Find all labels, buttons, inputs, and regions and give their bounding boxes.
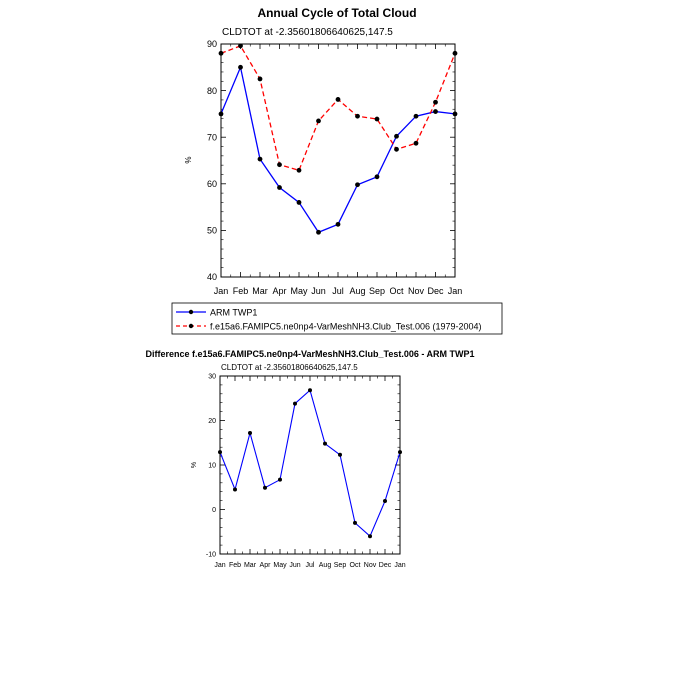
- data-point: [353, 520, 357, 525]
- y-axis-label: %: [191, 462, 198, 468]
- legend-marker-model: [188, 323, 194, 329]
- data-point: [335, 97, 341, 102]
- data-point: [374, 116, 380, 122]
- data-point: [323, 441, 327, 446]
- difference-chart: Difference f.e15a6.FAMIPC5.ne0np4-VarMes…: [145, 349, 474, 569]
- data-point: [296, 167, 302, 173]
- data-point: [452, 111, 458, 117]
- data-point: [452, 50, 458, 56]
- data-point: [238, 64, 243, 70]
- x-tick-label: Feb: [233, 286, 249, 296]
- chart-title: Annual Cycle of Total Cloud: [257, 6, 416, 20]
- series-line-0: [219, 389, 401, 538]
- data-point: [335, 221, 341, 227]
- y-tick-label: 70: [207, 132, 217, 142]
- x-tick-label: Jan: [394, 562, 405, 569]
- data-point: [413, 140, 419, 146]
- data-point: [257, 156, 263, 162]
- x-tick-label: Oct: [350, 562, 361, 569]
- plot-frame: [219, 375, 401, 555]
- plot-frame: [220, 43, 456, 278]
- y-tick-label: 90: [207, 39, 217, 49]
- y-tick-label: 80: [207, 86, 217, 96]
- y-tick-label: 10: [208, 462, 216, 469]
- x-tick-label: Jul: [332, 286, 344, 296]
- y-tick-label: 40: [207, 272, 217, 282]
- data-point: [433, 109, 438, 114]
- data-point: [218, 450, 222, 455]
- x-tick-label: Sep: [369, 286, 385, 296]
- data-point: [263, 485, 267, 490]
- x-tick-label: Dec: [427, 286, 444, 296]
- data-point: [398, 450, 402, 455]
- x-tick-label: Nov: [408, 286, 425, 296]
- x-tick-label: Mar: [244, 562, 257, 569]
- legend-label-model: f.e15a6.FAMIPC5.ne0np4-VarMeshNH3.Club_T…: [210, 322, 482, 332]
- legend: ARM TWP1 f.e15a6.FAMIPC5.ne0np4-VarMeshN…: [171, 302, 503, 335]
- data-point: [394, 133, 399, 139]
- y-tick-label: -10: [206, 551, 216, 558]
- data-point: [394, 146, 399, 152]
- data-point: [308, 388, 312, 393]
- data-point: [218, 50, 224, 56]
- data-point: [316, 118, 321, 124]
- x-tick-label: Jan: [214, 562, 225, 569]
- data-point: [368, 534, 372, 539]
- data-point: [355, 113, 360, 119]
- x-tick-label: Oct: [389, 286, 404, 296]
- data-point: [293, 401, 297, 406]
- y-tick-label: 60: [207, 179, 217, 189]
- x-tick-label: Jun: [289, 562, 300, 569]
- x-tick-label: Mar: [252, 286, 268, 296]
- y-axis-label: %: [184, 156, 193, 163]
- chart-subtitle: CLDTOT at -2.35601806640625,147.5: [221, 363, 358, 372]
- data-point: [374, 174, 380, 180]
- data-point: [277, 185, 282, 190]
- legend-box: [171, 302, 503, 335]
- chart-title: Difference f.e15a6.FAMIPC5.ne0np4-VarMes…: [145, 349, 474, 359]
- data-point: [316, 229, 321, 235]
- y-tick-label: 20: [208, 418, 216, 425]
- x-tick-label: Dec: [379, 562, 392, 569]
- data-point: [248, 430, 252, 435]
- data-point: [383, 499, 387, 504]
- data-point: [338, 452, 342, 457]
- y-tick-label: 30: [208, 373, 216, 380]
- x-tick-label: Apr: [272, 286, 286, 296]
- x-tick-label: Jul: [306, 562, 315, 569]
- data-point: [278, 477, 282, 482]
- annual-cycle-chart: Annual Cycle of Total Cloud CLDTOT at -2…: [184, 6, 462, 296]
- data-point: [413, 113, 419, 119]
- data-point: [296, 200, 302, 205]
- x-tick-label: Nov: [364, 562, 377, 569]
- data-point: [257, 76, 263, 82]
- chart-subtitle: CLDTOT at -2.35601806640625,147.5: [222, 27, 393, 38]
- data-point: [433, 99, 438, 105]
- x-tick-label: Jan: [214, 286, 229, 296]
- x-tick-label: Aug: [319, 562, 332, 569]
- legend-marker-arm: [188, 309, 194, 315]
- data-point: [218, 111, 224, 117]
- legend-label-arm: ARM TWP1: [210, 308, 257, 318]
- series-line-0: [220, 65, 456, 234]
- y-tick-label: 0: [212, 507, 216, 514]
- x-tick-label: May: [290, 286, 308, 296]
- series-line-1: [220, 45, 456, 172]
- x-tick-label: Aug: [349, 286, 365, 296]
- x-tick-label: Sep: [334, 562, 347, 569]
- x-tick-label: Feb: [229, 562, 241, 569]
- data-point: [355, 182, 360, 188]
- data-point: [233, 487, 237, 492]
- data-point: [277, 162, 282, 168]
- x-tick-label: Jun: [311, 286, 326, 296]
- x-tick-label: Apr: [260, 562, 272, 569]
- y-tick-label: 50: [207, 226, 217, 236]
- data-point: [238, 43, 243, 49]
- x-tick-label: Jan: [448, 286, 463, 296]
- x-tick-label: May: [273, 562, 287, 569]
